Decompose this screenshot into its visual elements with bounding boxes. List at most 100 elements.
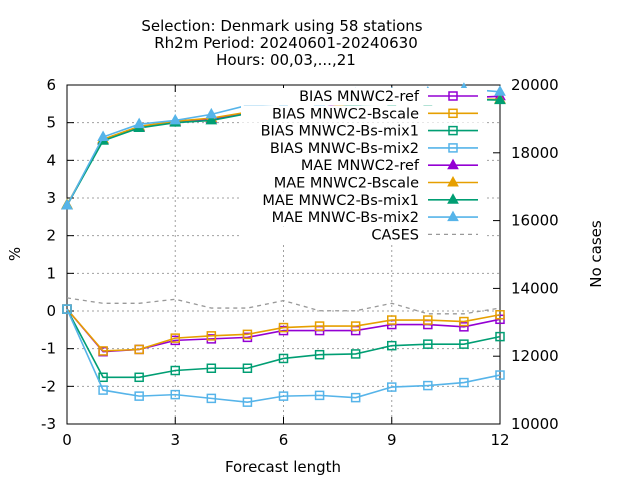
data-point — [494, 93, 506, 105]
legend-entry-bg — [241, 157, 487, 175]
legend-label: BIAS MNWC2-Bs-mix1 — [261, 124, 419, 140]
legend-entry-bg — [241, 105, 487, 123]
data-point — [495, 331, 505, 342]
data-point — [494, 85, 506, 96]
legend-entry-bg — [241, 191, 487, 209]
data-point — [133, 117, 146, 129]
y2-tick-label: 10000 — [511, 415, 559, 433]
legend-label: CASES — [371, 227, 419, 243]
legend-entry-bg — [241, 226, 487, 244]
data-point — [170, 389, 180, 400]
data-point — [459, 316, 469, 327]
y-tick-label: 3 — [46, 189, 56, 207]
y-tick-label: 0 — [46, 302, 56, 320]
legend-swatch-marker — [447, 158, 459, 170]
series-bias-mnwc2-ref — [62, 304, 505, 357]
legend-swatch-marker — [448, 91, 458, 101]
data-point — [278, 322, 289, 333]
data-point — [134, 372, 144, 383]
data-point — [61, 199, 73, 210]
y-tick-label: 1 — [46, 264, 56, 282]
data-point — [350, 321, 361, 331]
legend-label: BIAS MNWC2-ref — [299, 89, 420, 105]
data-point — [169, 113, 182, 125]
series-line — [66, 297, 501, 315]
y-tick-label: 6 — [46, 76, 56, 94]
data-point — [423, 339, 433, 349]
data-point — [278, 353, 289, 364]
legend-label: BIAS MNWC-Bs-mix2 — [270, 141, 419, 157]
y-tick-label: -3 — [41, 415, 56, 433]
legend-entry: CASES — [241, 226, 487, 244]
data-point — [242, 329, 253, 340]
data-point — [206, 393, 217, 404]
data-point — [206, 363, 217, 374]
legend-entry: MAE MNWC2-ref — [241, 157, 487, 175]
data-point — [350, 349, 361, 359]
data-point — [97, 130, 109, 141]
axes: -3-2-10123456100001200014000160001800020… — [41, 76, 559, 449]
legend-entry: MAE MNWC2-Bs-mix1 — [241, 191, 487, 209]
y2-tick-label: 18000 — [511, 144, 559, 162]
data-point — [495, 370, 505, 380]
title-line-2: Rh2m Period: 20240601-20240630 — [154, 34, 418, 52]
data-point — [134, 344, 144, 355]
legend-entry-bg — [241, 209, 487, 227]
data-point — [170, 333, 180, 343]
x-tick-label: 3 — [170, 431, 180, 449]
data-point — [98, 385, 108, 395]
data-point — [423, 315, 433, 325]
y2-tick-label: 16000 — [511, 212, 559, 230]
data-point — [98, 346, 108, 356]
series-line — [66, 308, 501, 352]
y-tick-label: -2 — [41, 377, 56, 395]
legend-entry: BIAS MNWC-Bs-mix2 — [241, 139, 487, 157]
x-tick-label: 12 — [490, 431, 509, 449]
x-tick-label: 0 — [62, 431, 72, 449]
data-point — [423, 380, 433, 391]
legend-swatch-marker — [447, 193, 459, 204]
x-tick-label: 6 — [279, 431, 289, 449]
legend-swatch-marker — [447, 175, 459, 187]
legend-label: MAE MNWC2-Bscale — [274, 176, 419, 192]
data-point — [170, 365, 180, 376]
series-line — [66, 308, 501, 403]
data-point — [206, 331, 217, 341]
y2-tick-label: 12000 — [511, 347, 559, 365]
y-axis-label: % — [6, 247, 24, 261]
data-point — [314, 321, 325, 331]
data-point — [387, 315, 397, 325]
legend-label: BIAS MNWC2-Bscale — [272, 106, 419, 122]
data-point — [314, 349, 325, 360]
data-point — [62, 304, 72, 314]
series-bias-mnwc-bs-mix2 — [62, 304, 505, 407]
data-point — [387, 382, 397, 392]
data-point — [459, 322, 469, 332]
legend-swatch-marker — [447, 210, 459, 222]
legend-swatch-marker — [448, 125, 458, 136]
y-tick-label: 4 — [46, 151, 56, 169]
data-point — [495, 310, 505, 320]
legend-label: MAE MNWC2-Bs-mix1 — [262, 193, 419, 209]
legend-entry: BIAS MNWC2-Bscale — [241, 105, 487, 123]
data-point — [134, 391, 144, 401]
data-point — [242, 363, 253, 374]
legend-swatch-marker — [448, 143, 458, 153]
legend-label: MAE MNWC2-ref — [301, 158, 420, 174]
data-point — [205, 113, 218, 125]
data-point — [459, 377, 469, 388]
legend-entry-bg — [241, 174, 487, 192]
data-point — [205, 107, 218, 119]
data-point — [459, 339, 469, 349]
legend-entry-bg — [241, 139, 487, 157]
data-point — [242, 397, 253, 407]
legend-entry: BIAS MNWC2-Bs-mix1 — [241, 122, 487, 140]
y-tick-label: -1 — [41, 340, 56, 358]
x-axis-label: Forecast length — [225, 458, 341, 476]
y-tick-label: 5 — [46, 114, 56, 132]
y2-axis-label: No cases — [587, 220, 605, 288]
title-line-3: Hours: 00,03,...,21 — [216, 51, 356, 69]
chart-title: Selection: Denmark using 58 stations Rh2… — [141, 17, 422, 69]
data-point — [387, 340, 397, 351]
